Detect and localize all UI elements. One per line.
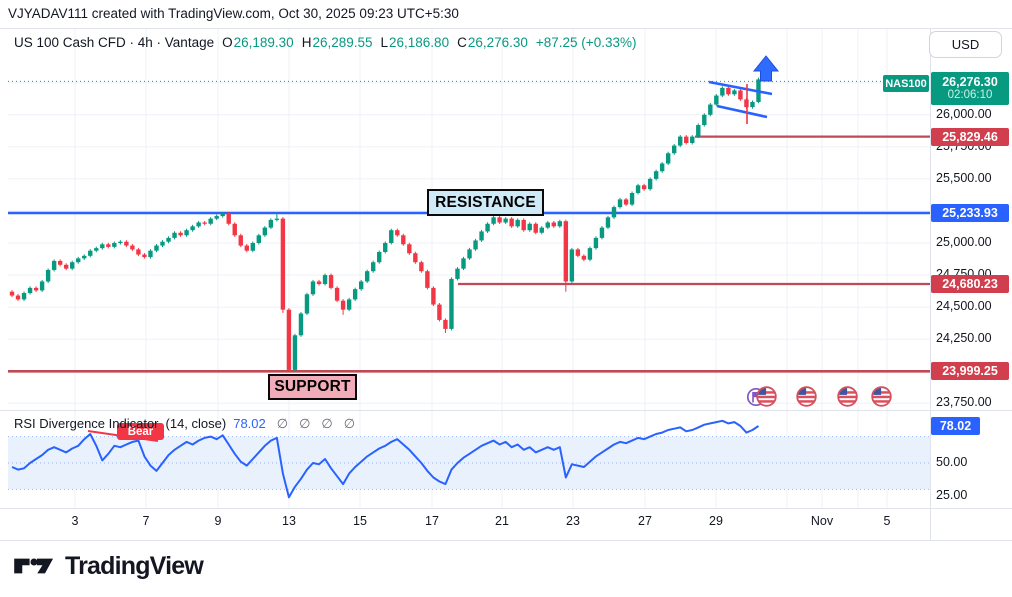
ohlc-close: C 26,276.30: [457, 35, 528, 50]
level-chip-25829: 25,829.46: [931, 128, 1009, 146]
tradingview-logo-icon: [14, 558, 54, 574]
symbol-price-flag: NAS100: [883, 75, 929, 92]
rsi-title[interactable]: RSI Divergence Indicator: [14, 416, 159, 431]
time-axis-label: 13: [282, 514, 296, 528]
last-price-value: 26,276.30: [942, 74, 998, 89]
symbol-legend[interactable]: US 100 Cash CFD · 4h · Vantage O 26,189.3…: [14, 35, 636, 50]
us-flag-event-icon[interactable]: [871, 386, 892, 407]
time-axis-label: 21: [495, 514, 509, 528]
price-axis-label: 24,250.00: [936, 331, 992, 346]
level-chip-24680: 24,680.23: [931, 275, 1009, 293]
time-axis-label: 29: [709, 514, 723, 528]
price-axis-label: 26,000.00: [936, 106, 992, 121]
bear-divergence-tag[interactable]: Bear: [117, 423, 164, 440]
time-axis-label: 17: [425, 514, 439, 528]
ohlc-low: L 26,186.80: [380, 35, 450, 50]
resistance-annotation[interactable]: RESISTANCE: [427, 189, 544, 216]
bar-countdown: 02:06:10: [947, 89, 993, 102]
time-axis-label: Nov: [810, 514, 834, 528]
tradingview-logo-text: TradingView: [65, 551, 204, 580]
us-flag-event-icon[interactable]: [756, 386, 777, 407]
price-axis-label: 24,500.00: [936, 299, 992, 314]
time-axis-label: 7: [142, 514, 150, 528]
rsi-pane: [8, 419, 930, 499]
rsi-params: (14, close): [165, 416, 227, 431]
rsi-indicator-legend[interactable]: RSI Divergence Indicator (14, close) 78.…: [14, 416, 355, 432]
level-chip-25233: 25,233.93: [931, 204, 1009, 222]
last-price-chip: 26,276.30 02:06:10: [931, 72, 1009, 105]
rsi-empty-value-3: ∅: [321, 416, 333, 431]
event-icons-layer: [746, 386, 892, 407]
drawings-layer: [708, 55, 780, 124]
time-axis-label: 3: [71, 514, 79, 528]
us-flag-event-icon[interactable]: [837, 386, 858, 407]
time-axis-label: 15: [353, 514, 367, 528]
level-chip-23999: 23,999.25: [931, 362, 1009, 380]
symbol-title[interactable]: US 100 Cash CFD · 4h · Vantage: [14, 35, 215, 50]
support-annotation[interactable]: SUPPORT: [268, 374, 357, 400]
tradingview-logo[interactable]: TradingView: [12, 551, 204, 581]
time-axis-label: 5: [883, 514, 891, 528]
ohlc-open: O 26,189.30: [222, 35, 294, 50]
rsi-line: [11, 419, 760, 499]
currency-button[interactable]: USD: [929, 31, 1002, 58]
candles-layer: [9, 77, 761, 372]
time-axis-label: 9: [214, 514, 222, 528]
price-axis-label: 25,000.00: [936, 235, 992, 249]
change-value: +87.25 (+0.33%): [535, 35, 637, 50]
attribution-text: VJYADAV111 created with TradingView.com,…: [8, 6, 459, 21]
rsi-axis-label: 25.00: [936, 488, 968, 502]
time-axis-label: 27: [638, 514, 652, 528]
rsi-value: 78.02: [233, 416, 266, 431]
rsi-empty-value-4: ∅: [343, 416, 356, 431]
rsi-empty-value-2: ∅: [299, 416, 311, 431]
us-flag-event-icon[interactable]: [796, 386, 817, 407]
rsi-empty-value-1: ∅: [276, 416, 289, 431]
time-axis-label: 23: [566, 514, 580, 528]
up-arrow-icon: [752, 55, 780, 82]
price-axis-label: 25,500.00: [936, 170, 992, 185]
ohlc-high: H 26,289.55: [301, 35, 373, 50]
rsi-axis-label: 50.00: [936, 455, 968, 469]
price-axis-label: 23,750.00: [936, 395, 992, 410]
separators: [0, 28, 1012, 541]
rsi-value-chip: 78.02: [931, 417, 980, 435]
